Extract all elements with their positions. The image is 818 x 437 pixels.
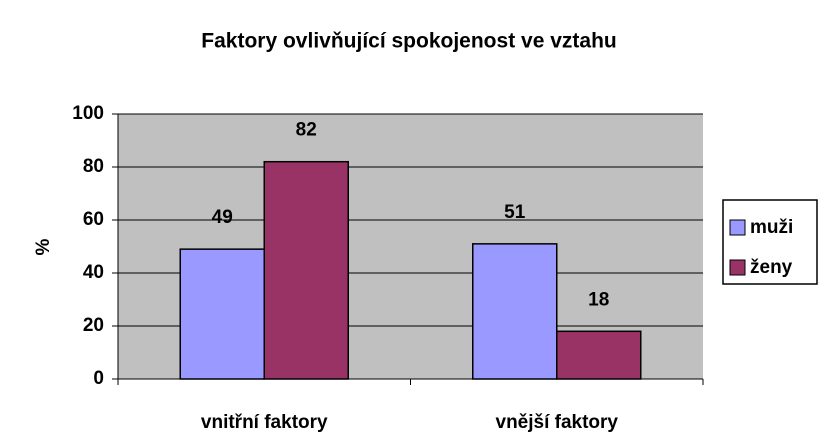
x-tick-label: vnější faktory — [496, 412, 619, 433]
y-axis-label: % — [33, 238, 54, 255]
y-tick-label: 40 — [83, 262, 104, 283]
y-tick-label: 80 — [83, 156, 104, 177]
y-tick-label: 60 — [83, 209, 104, 230]
x-tick-label: vnitřní faktory — [201, 412, 328, 433]
bar — [179, 248, 265, 380]
y-tick-label: 100 — [72, 103, 104, 124]
legend-label: muži — [750, 217, 793, 238]
data-label: 82 — [296, 120, 317, 141]
y-tick-label: 0 — [93, 368, 104, 389]
legend-swatch — [729, 219, 746, 236]
data-label: 51 — [504, 202, 526, 223]
legend-swatch — [729, 259, 746, 276]
bar — [556, 330, 642, 380]
bar — [472, 243, 558, 380]
chart-title: Faktory ovlivňující spokojenost ve vztah… — [201, 30, 616, 53]
y-tick-label: 20 — [83, 315, 104, 336]
data-label: 18 — [588, 289, 609, 310]
legend-label: ženy — [750, 257, 793, 278]
data-label: 49 — [212, 207, 233, 228]
bar — [263, 160, 349, 380]
